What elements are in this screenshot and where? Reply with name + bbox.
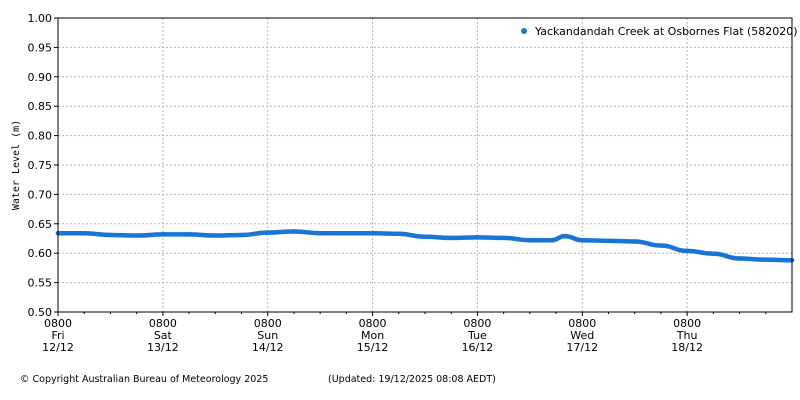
legend: Yackandandah Creek at Osbornes Flat (582… <box>521 25 798 38</box>
data-point <box>527 238 533 243</box>
y-axis-ticks: 0.50 0.55 0.60 0.65 0.70 0.75 0.80 0.85 0.90 0.95… <box>28 12 58 319</box>
series-line <box>55 229 795 263</box>
data-point <box>475 235 480 240</box>
data-point <box>213 233 218 238</box>
y-tick-label: 0.95 <box>28 41 53 54</box>
data-point <box>580 238 585 243</box>
data-point <box>684 248 690 254</box>
data-point <box>501 235 506 241</box>
data-point <box>317 231 323 236</box>
y-tick-label: 0.65 <box>28 218 53 231</box>
x-tick-label: 0800 <box>673 317 701 330</box>
y-tick-label: 0.90 <box>28 71 53 84</box>
x-tick-label: 15/12 <box>357 341 389 354</box>
y-tick-label: 0.85 <box>28 100 53 113</box>
x-tick-label: Thu <box>676 329 698 342</box>
x-tick-label: 14/12 <box>252 341 284 354</box>
data-point <box>763 257 768 262</box>
y-tick-label: 0.55 <box>28 277 53 290</box>
x-tick-label: Sun <box>257 329 278 342</box>
x-tick-label: 0800 <box>44 317 72 330</box>
x-axis-ticks: 0800Fri12/120800Sat13/120800Sun14/120800… <box>42 312 767 354</box>
data-point <box>344 231 349 236</box>
updated-timestamp: (Updated: 19/12/2025 08:08 AEDT) <box>328 374 496 385</box>
data-point <box>422 234 428 239</box>
x-tick-label: 13/12 <box>147 341 179 354</box>
x-tick-label: 18/12 <box>671 341 703 354</box>
y-tick-label: 0.50 <box>28 306 53 319</box>
plot-area-frame <box>57 17 793 313</box>
data-point <box>449 235 454 241</box>
y-tick-label: 0.75 <box>28 159 53 172</box>
x-tick-label: 0800 <box>254 317 282 330</box>
y-axis-title: Water Level (m) <box>11 120 22 210</box>
data-point <box>370 231 375 236</box>
data-point <box>737 256 742 261</box>
x-tick-label: 12/12 <box>42 341 74 354</box>
y-tick-label: 0.70 <box>28 188 53 201</box>
x-tick-label: Wed <box>570 329 594 342</box>
y-tick-label: 0.60 <box>28 247 53 260</box>
series-layer <box>55 229 795 263</box>
x-tick-label: 17/12 <box>566 341 598 354</box>
data-point <box>562 233 568 239</box>
data-point <box>658 243 664 248</box>
x-tick-label: 16/12 <box>462 341 494 354</box>
data-point <box>82 231 87 236</box>
x-tick-label: 0800 <box>463 317 491 330</box>
data-point <box>396 231 401 236</box>
data-point <box>632 239 637 244</box>
grid-lines <box>58 18 792 312</box>
x-tick-label: Fri <box>51 329 64 342</box>
data-point <box>265 230 270 235</box>
x-tick-label: 0800 <box>568 317 596 330</box>
legend-label: Yackandandah Creek at Osbornes Flat (582… <box>534 25 798 38</box>
data-point <box>108 232 113 238</box>
data-point <box>186 232 192 237</box>
data-point <box>291 229 297 234</box>
legend-marker <box>521 28 527 34</box>
data-point <box>606 238 611 244</box>
data-point <box>134 233 139 238</box>
x-tick-label: Mon <box>361 329 384 342</box>
x-tick-label: Tue <box>467 329 487 342</box>
x-tick-label: Sat <box>154 329 173 342</box>
copyright-text: © Copyright Australian Bureau of Meteoro… <box>20 374 269 385</box>
data-point <box>711 251 716 256</box>
y-tick-label: 0.80 <box>28 130 53 143</box>
x-tick-label: 0800 <box>149 317 177 330</box>
y-tick-label: 1.00 <box>28 12 53 25</box>
data-point <box>549 238 554 243</box>
x-tick-label: 0800 <box>359 317 387 330</box>
data-point <box>160 232 166 237</box>
data-point <box>239 232 244 238</box>
